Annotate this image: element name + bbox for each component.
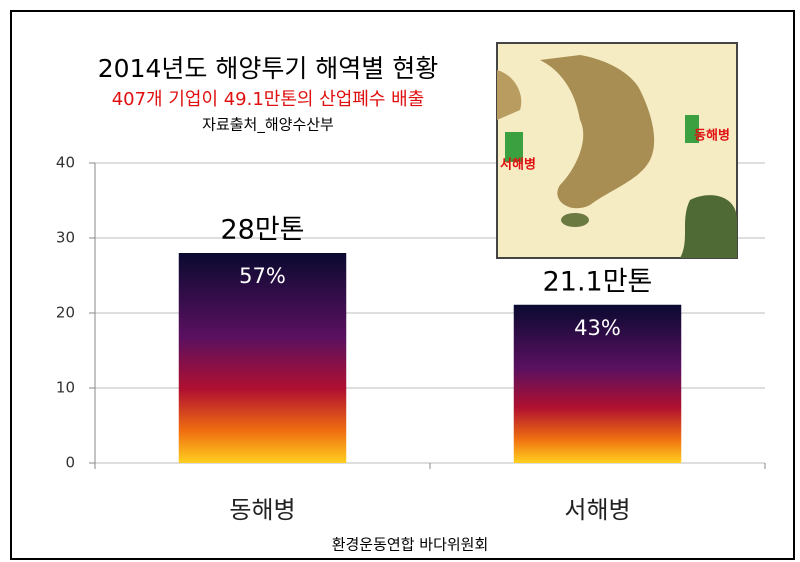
plot-area: 0 10 20 30 40 동해병 28만톤 57% 서해병 21.1만톤 43% (56, 154, 766, 524)
x-tick-label: 서해병 (564, 496, 630, 524)
map-label: 서해병 (500, 157, 536, 173)
value-label: 21.1만톤 (543, 266, 653, 297)
bar (513, 304, 682, 463)
y-tick-label: 30 (56, 229, 75, 247)
y-tick-label: 20 (56, 304, 75, 322)
y-tick-label: 40 (56, 154, 75, 172)
map-zone (505, 132, 523, 162)
map-land (540, 55, 655, 209)
chart-title: 2014년도 해양투기 해역별 현황 (98, 54, 438, 83)
chart-subtitle: 407개 기업이 49.1만톤의 산업폐수 배출 (112, 89, 425, 110)
y-tick-label: 0 (65, 454, 75, 472)
chart-source: 자료출처_해양수산부 (202, 116, 334, 135)
map-label: 동해병 (694, 128, 730, 144)
x-tick-label: 동해병 (229, 496, 295, 524)
share-label: 43% (574, 316, 621, 340)
y-tick-label: 10 (56, 379, 75, 397)
chart-footer: 환경운동연합 바다위원회 (332, 536, 489, 554)
map-land (497, 70, 522, 120)
value-label: 28만톤 (220, 215, 304, 246)
map-island (561, 213, 589, 227)
share-label: 57% (239, 264, 286, 288)
bar (178, 253, 347, 463)
map-land (680, 195, 737, 258)
map-zone (685, 115, 699, 143)
map-inset: 서해병 동해병 (496, 42, 738, 259)
